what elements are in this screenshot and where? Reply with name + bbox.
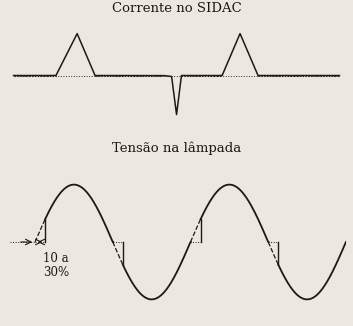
Text: 30%: 30%	[43, 266, 69, 279]
Title: Tensão na lâmpada: Tensão na lâmpada	[112, 141, 241, 155]
Title: Corrente no SIDAC: Corrente no SIDAC	[112, 2, 241, 15]
Text: 10 a: 10 a	[43, 252, 69, 265]
